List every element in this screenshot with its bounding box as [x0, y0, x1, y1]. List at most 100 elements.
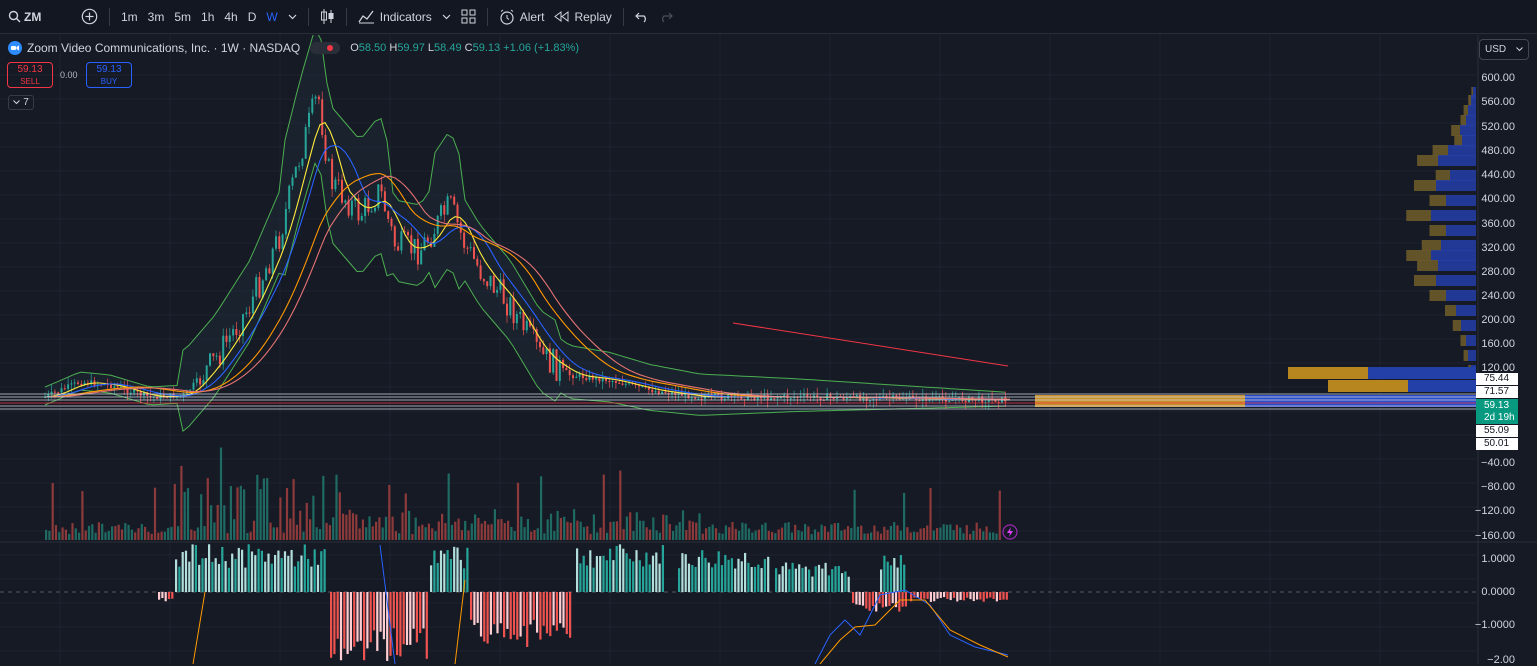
- oscillator-bar: [740, 561, 743, 592]
- candle-body: [690, 397, 693, 399]
- interval-1h[interactable]: 1h: [201, 9, 215, 24]
- candle-body: [832, 397, 835, 400]
- price-tag-upper: 75.44: [1476, 373, 1518, 385]
- lower-band: [44, 161, 1006, 432]
- oscillator-bar: [559, 592, 562, 624]
- candle-body: [370, 211, 373, 213]
- volume-bar: [668, 524, 671, 540]
- replay-button[interactable]: Replay: [549, 0, 616, 34]
- candle-body: [628, 382, 631, 384]
- volume-bar: [457, 518, 460, 540]
- layouts-button[interactable]: [456, 0, 481, 34]
- oscillator-bar: [237, 547, 240, 592]
- candle-body: [496, 289, 499, 293]
- volume-bar: [507, 520, 510, 540]
- alert-label: Alert: [519, 9, 545, 24]
- indicators-collapse-button[interactable]: 7: [8, 95, 34, 110]
- volume-bar: [632, 530, 635, 540]
- volume-bar: [995, 533, 998, 540]
- volume-bar: [813, 529, 817, 540]
- sell-price: 59.13: [17, 64, 43, 75]
- interval-d[interactable]: D: [247, 9, 257, 24]
- buy-button[interactable]: 59.13 BUY: [86, 62, 132, 88]
- profile-bar-sell: [1414, 275, 1436, 286]
- volume-bar: [474, 514, 477, 540]
- volume-bar: [543, 533, 546, 540]
- symbol-search[interactable]: ZM: [0, 0, 76, 34]
- oscillator-bar: [436, 563, 439, 592]
- interval-w[interactable]: W: [266, 9, 278, 24]
- axis-tick-label: −160.00: [1474, 530, 1515, 542]
- volume-bar: [744, 523, 747, 540]
- candle-body: [948, 400, 951, 402]
- interval-dropdown[interactable]: [283, 0, 302, 34]
- sell-button[interactable]: 59.13 SELL: [7, 62, 53, 88]
- volume-bar: [408, 510, 411, 540]
- oscillator-bar: [463, 568, 466, 592]
- indicators-button[interactable]: Indicators: [353, 0, 437, 34]
- candle-body: [53, 391, 56, 393]
- candle-body: [245, 312, 248, 315]
- oscillator-bar: [443, 553, 446, 592]
- oscillator-bar: [919, 592, 923, 601]
- market-status-badge[interactable]: [310, 42, 341, 54]
- volume-bar: [886, 529, 889, 540]
- profile-bar: [1408, 380, 1476, 392]
- oscillator-bar: [814, 566, 817, 592]
- oscillator-bar: [250, 551, 254, 592]
- volume-bar: [97, 522, 100, 540]
- interval-1m[interactable]: 1m: [121, 9, 138, 24]
- redo-button[interactable]: [654, 0, 678, 34]
- oscillator-bar: [808, 569, 811, 592]
- oscillator-histogram: [158, 544, 1009, 664]
- volume-bar: [582, 527, 586, 540]
- volume-bar: [698, 513, 701, 540]
- interval-3m[interactable]: 3m: [147, 9, 165, 24]
- compare-symbol-button[interactable]: [76, 0, 103, 34]
- volume-bar: [276, 527, 279, 540]
- volume-bar: [487, 524, 490, 540]
- high-label: H: [389, 42, 398, 54]
- interval-5m[interactable]: 5m: [174, 9, 192, 24]
- volume-bar: [497, 519, 500, 540]
- alert-button[interactable]: Alert: [494, 0, 550, 34]
- oscillator-bar: [625, 553, 628, 592]
- candle-body: [47, 394, 50, 397]
- volume-bar: [549, 513, 553, 540]
- oscillator-bar: [569, 592, 572, 638]
- chart-type-button[interactable]: [315, 0, 340, 34]
- oscillator-bar: [602, 555, 605, 592]
- candle-body: [129, 392, 132, 394]
- candle-body: [400, 231, 403, 251]
- volume-profile: [1035, 87, 1476, 407]
- currency-select[interactable]: USD: [1479, 39, 1529, 60]
- candle-body: [166, 397, 169, 399]
- indicators-dropdown[interactable]: [437, 0, 456, 34]
- undo-button[interactable]: [630, 0, 654, 34]
- volume-bar: [896, 525, 899, 540]
- price-chart[interactable]: [0, 35, 1537, 664]
- oscillator-bar: [976, 592, 979, 600]
- volume-bar: [325, 522, 328, 540]
- oscillator-bar: [888, 592, 891, 606]
- lightning-icon[interactable]: [1002, 524, 1018, 540]
- volume-bar: [437, 521, 440, 540]
- volume-bar: [926, 525, 929, 540]
- oscillator-bar: [852, 592, 855, 603]
- legend-title[interactable]: Zoom Video Communications, Inc. · 1W · N…: [27, 41, 301, 55]
- band-fill: [45, 35, 1005, 432]
- candle-body: [327, 158, 330, 161]
- oscillator-bar: [323, 549, 326, 592]
- candle-body: [489, 275, 492, 287]
- volume-bar: [130, 529, 133, 540]
- interval-4h[interactable]: 4h: [224, 9, 238, 24]
- oscillator-bar: [881, 592, 884, 608]
- candle-body: [704, 396, 706, 400]
- volume-bar: [229, 486, 232, 540]
- volume-bar: [345, 514, 348, 540]
- volume-bar: [312, 495, 315, 540]
- profile-bar-sell: [1460, 335, 1466, 346]
- volume-bar: [972, 530, 975, 540]
- oscillator-bar: [499, 592, 502, 624]
- candle-body: [126, 387, 129, 394]
